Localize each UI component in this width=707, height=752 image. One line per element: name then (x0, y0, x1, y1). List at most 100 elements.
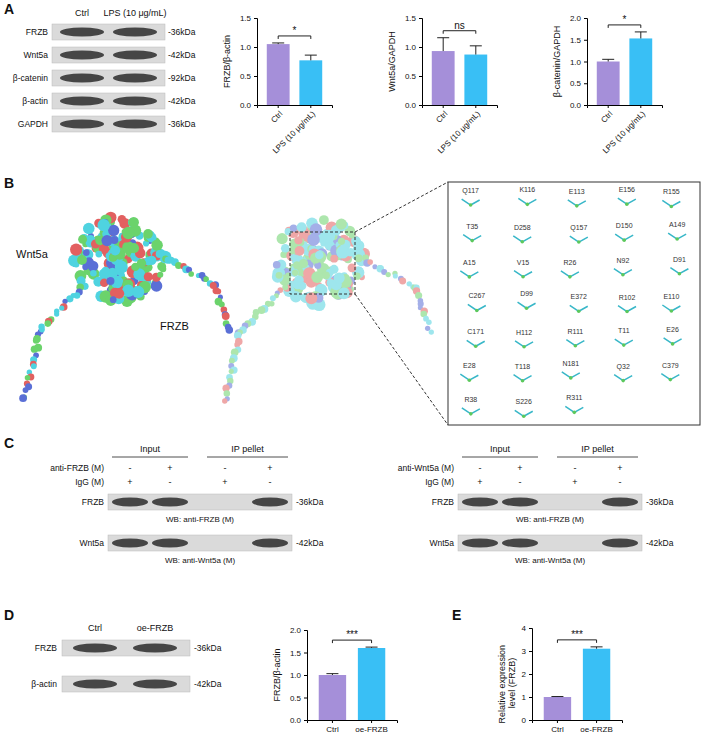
residue-atom (671, 342, 675, 346)
atom (429, 329, 434, 334)
tick-label: 0.0 (240, 101, 252, 110)
treatment-sign: - (619, 477, 622, 487)
tick-label: Ctrl (326, 725, 339, 734)
axis-line (419, 19, 423, 106)
group-underline (207, 457, 288, 458)
kda-label: -42kDa (194, 679, 222, 689)
tick-mark (254, 105, 257, 106)
tick-mark (608, 105, 609, 108)
atom (83, 223, 95, 235)
row-label: Wnt5a (429, 538, 454, 548)
group-underline (462, 457, 538, 458)
blot-band (60, 51, 104, 60)
atom (151, 280, 163, 292)
residue-atom (575, 204, 579, 208)
axis-title: Relative expression level (FRZB) (497, 642, 517, 723)
axis-line (533, 721, 623, 724)
axis-line (308, 721, 398, 724)
tick: 1.5 (405, 14, 422, 23)
blot-strip (52, 24, 165, 40)
treatment-sign: + (222, 477, 227, 487)
tick-label: 0.5 (290, 694, 302, 703)
atom (222, 312, 230, 320)
blot-caption: WB: anti-Wnt5a (M) (165, 556, 236, 565)
axis-line (584, 19, 588, 106)
blot-band (60, 28, 104, 37)
co-ip-blot: InputIP pelletanti-FRZB (M)-+-+IgG (M)+-… (50, 444, 324, 565)
significance-bracket (608, 25, 641, 28)
panel-letter: C (4, 435, 14, 451)
atom (294, 236, 302, 244)
atom (226, 326, 233, 333)
residue-label: E110 (663, 293, 679, 300)
tick-label: 3 (522, 647, 527, 656)
residue-label: D258 (514, 224, 531, 231)
tick-mark (278, 105, 279, 108)
tick: 3 (522, 647, 532, 656)
residue-label: A15 (463, 259, 476, 266)
blot-band (462, 498, 498, 507)
atom (338, 238, 345, 245)
significance-bracket (443, 31, 476, 34)
plot-area (267, 43, 322, 105)
residue-label: Q117 (462, 187, 479, 195)
blot-strip (458, 494, 642, 510)
atom (307, 233, 320, 246)
lane-label: LPS (10 μg/mL) (103, 8, 166, 18)
tick-label: 1.0 (290, 671, 302, 680)
y-axis: 01234 (522, 624, 533, 725)
figure: ABCDECtrlLPS (10 μg/mL)FRZB-36kDaWnt5a-4… (0, 0, 707, 752)
atom (110, 245, 120, 255)
residue-atom (670, 309, 674, 313)
tick-mark (529, 628, 532, 629)
tick-label: 2.0 (290, 626, 302, 635)
tick-mark (254, 47, 257, 48)
tick: 1.0 (240, 43, 257, 52)
blot-strip (62, 640, 190, 656)
residue-label: T118 (515, 363, 531, 370)
chain-label: FRZB (160, 320, 189, 332)
blot-strip (52, 93, 165, 109)
tick: 1.0 (290, 671, 307, 680)
residue-label: C379 (662, 362, 679, 369)
blot-band (462, 539, 498, 548)
tick-mark (584, 83, 587, 84)
error-cap (437, 37, 449, 38)
y-axis: 0.00.51.01.52.0 (570, 14, 588, 110)
kda-label: -42kDa (646, 538, 674, 548)
tick-label: 2 (522, 670, 527, 679)
error-cap (272, 42, 284, 43)
tick-label: Ctrl (599, 109, 614, 124)
atom (157, 272, 163, 278)
lane-label: oe-FRZB (137, 623, 174, 633)
residue-label: D99 (520, 290, 533, 297)
tick-mark (254, 76, 257, 77)
axis-line (304, 631, 308, 721)
residue-atom (574, 344, 578, 348)
axis-line (258, 106, 333, 109)
residue-atom (625, 202, 629, 206)
tick: 0.5 (290, 694, 307, 703)
tick-label: 0.0 (570, 101, 582, 110)
error-cap (366, 647, 378, 648)
atom (137, 259, 146, 268)
atom (322, 271, 330, 279)
treatment-sign: - (129, 463, 132, 473)
axis-title: FRZB/β-actin (222, 35, 232, 88)
atom (311, 271, 323, 283)
blot-band (60, 74, 104, 83)
bar (432, 51, 455, 105)
tick: oe-FRZB (355, 720, 387, 734)
atom (98, 219, 110, 231)
residue-label: C171 (467, 328, 484, 335)
atom (349, 232, 355, 238)
tick: 0.5 (570, 79, 587, 88)
error-bar (475, 46, 476, 55)
tick-label: 4 (522, 624, 527, 633)
panel-letter: D (4, 607, 14, 623)
tick: 0.0 (240, 101, 257, 110)
blot-strip (108, 494, 292, 510)
bar (464, 55, 487, 105)
tick-mark (584, 105, 587, 106)
tick: 0.5 (405, 72, 422, 81)
